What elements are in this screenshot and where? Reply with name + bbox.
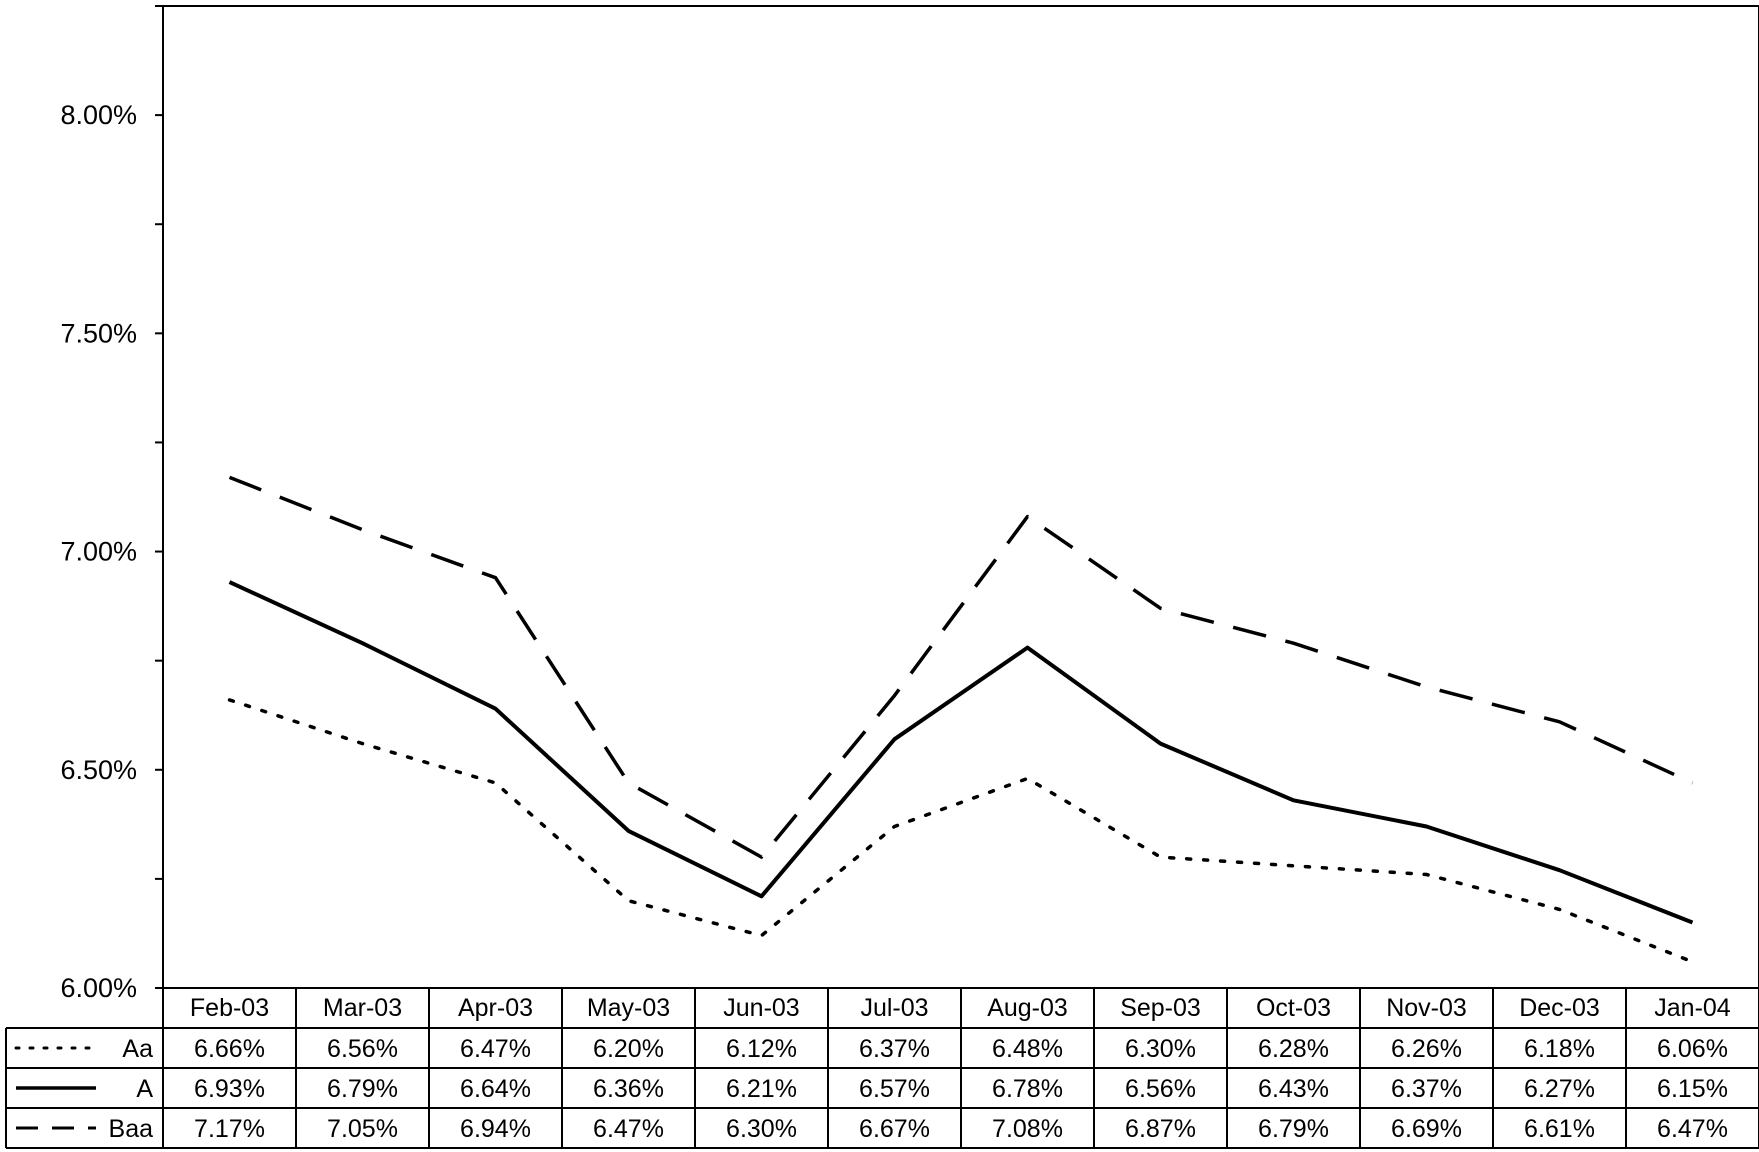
series-lines: [227, 475, 1695, 964]
data-label-baa: 6.30%: [726, 1115, 797, 1143]
x-category-label: Jan-04: [1654, 994, 1731, 1022]
x-category-label: Nov-03: [1386, 994, 1467, 1022]
data-label-aa: 6.28%: [1258, 1035, 1329, 1063]
data-label-a: 6.21%: [726, 1075, 797, 1103]
data-label-a: 6.27%: [1524, 1075, 1595, 1103]
data-label-baa: 6.47%: [1657, 1115, 1728, 1143]
legend-label-a: A: [136, 1075, 153, 1103]
y-tick-label: 6.50%: [60, 755, 137, 785]
plot-border: [162, 5, 1759, 989]
data-label-baa: 6.67%: [859, 1115, 930, 1143]
data-label-aa: 6.20%: [593, 1035, 664, 1063]
data-label-baa: 7.17%: [194, 1115, 265, 1143]
series-line-a: [228, 580, 1694, 925]
data-label-baa: 6.47%: [593, 1115, 664, 1143]
x-category-label: Oct-03: [1256, 994, 1331, 1022]
x-category-label: Dec-03: [1519, 994, 1600, 1022]
data-label-a: 6.93%: [194, 1075, 265, 1103]
x-category-label: Jul-03: [860, 994, 928, 1022]
x-category-label: Mar-03: [323, 994, 402, 1022]
x-category-label: Sep-03: [1120, 994, 1201, 1022]
data-label-a: 6.56%: [1125, 1075, 1196, 1103]
data-label-a: 6.64%: [460, 1075, 531, 1103]
data-label-baa: 6.79%: [1258, 1115, 1329, 1143]
data-label-aa: 6.18%: [1524, 1035, 1595, 1063]
data-table: Feb-03 Mar-03 Apr-03 May-03 Jun-03 Jul-03 Aug-…: [5, 987, 1759, 1149]
data-label-aa: 6.30%: [1125, 1035, 1196, 1063]
data-label-aa: 6.47%: [460, 1035, 531, 1063]
data-label-a: 6.78%: [992, 1075, 1063, 1103]
data-label-a: 6.43%: [1258, 1075, 1329, 1103]
data-label-a: 6.79%: [327, 1075, 398, 1103]
data-label-aa: 6.37%: [859, 1035, 930, 1063]
data-label-aa: 6.48%: [992, 1035, 1063, 1063]
data-label-aa: 6.06%: [1657, 1035, 1728, 1063]
legend-label-baa: Baa: [109, 1115, 154, 1143]
y-axis: 6.00% 6.50% 7.00% 7.50% 8.00%: [60, 5, 163, 1003]
series-line-baa: [228, 475, 1694, 859]
data-label-aa: 6.26%: [1391, 1035, 1462, 1063]
data-label-a: 6.15%: [1657, 1075, 1728, 1103]
legend-label-aa: Aa: [122, 1035, 153, 1063]
y-tick-label: 7.50%: [60, 318, 137, 348]
x-category-label: Jun-03: [723, 994, 799, 1022]
data-label-baa: 7.05%: [327, 1115, 398, 1143]
data-label-baa: 6.94%: [460, 1115, 531, 1143]
data-label-baa: 6.69%: [1391, 1115, 1462, 1143]
data-label-a: 6.57%: [859, 1075, 930, 1103]
plot-area: [162, 5, 1759, 989]
data-label-baa: 6.61%: [1524, 1115, 1595, 1143]
y-tick-label: 8.00%: [60, 100, 137, 130]
data-label-aa: 6.56%: [327, 1035, 398, 1063]
x-category-label: Apr-03: [458, 994, 533, 1022]
series-line-aa: [227, 698, 1695, 964]
x-category-label: Aug-03: [987, 994, 1068, 1022]
data-label-aa: 6.12%: [726, 1035, 797, 1063]
x-category-label: Feb-03: [190, 994, 269, 1022]
data-label-a: 6.37%: [1391, 1075, 1462, 1103]
data-label-a: 6.36%: [593, 1075, 664, 1103]
data-label-baa: 7.08%: [992, 1115, 1063, 1143]
x-category-label: May-03: [587, 994, 670, 1022]
data-label-aa: 6.66%: [194, 1035, 265, 1063]
y-tick-label: 7.00%: [60, 537, 137, 567]
y-tick-label: 6.00%: [60, 973, 137, 1003]
data-label-baa: 6.87%: [1125, 1115, 1196, 1143]
